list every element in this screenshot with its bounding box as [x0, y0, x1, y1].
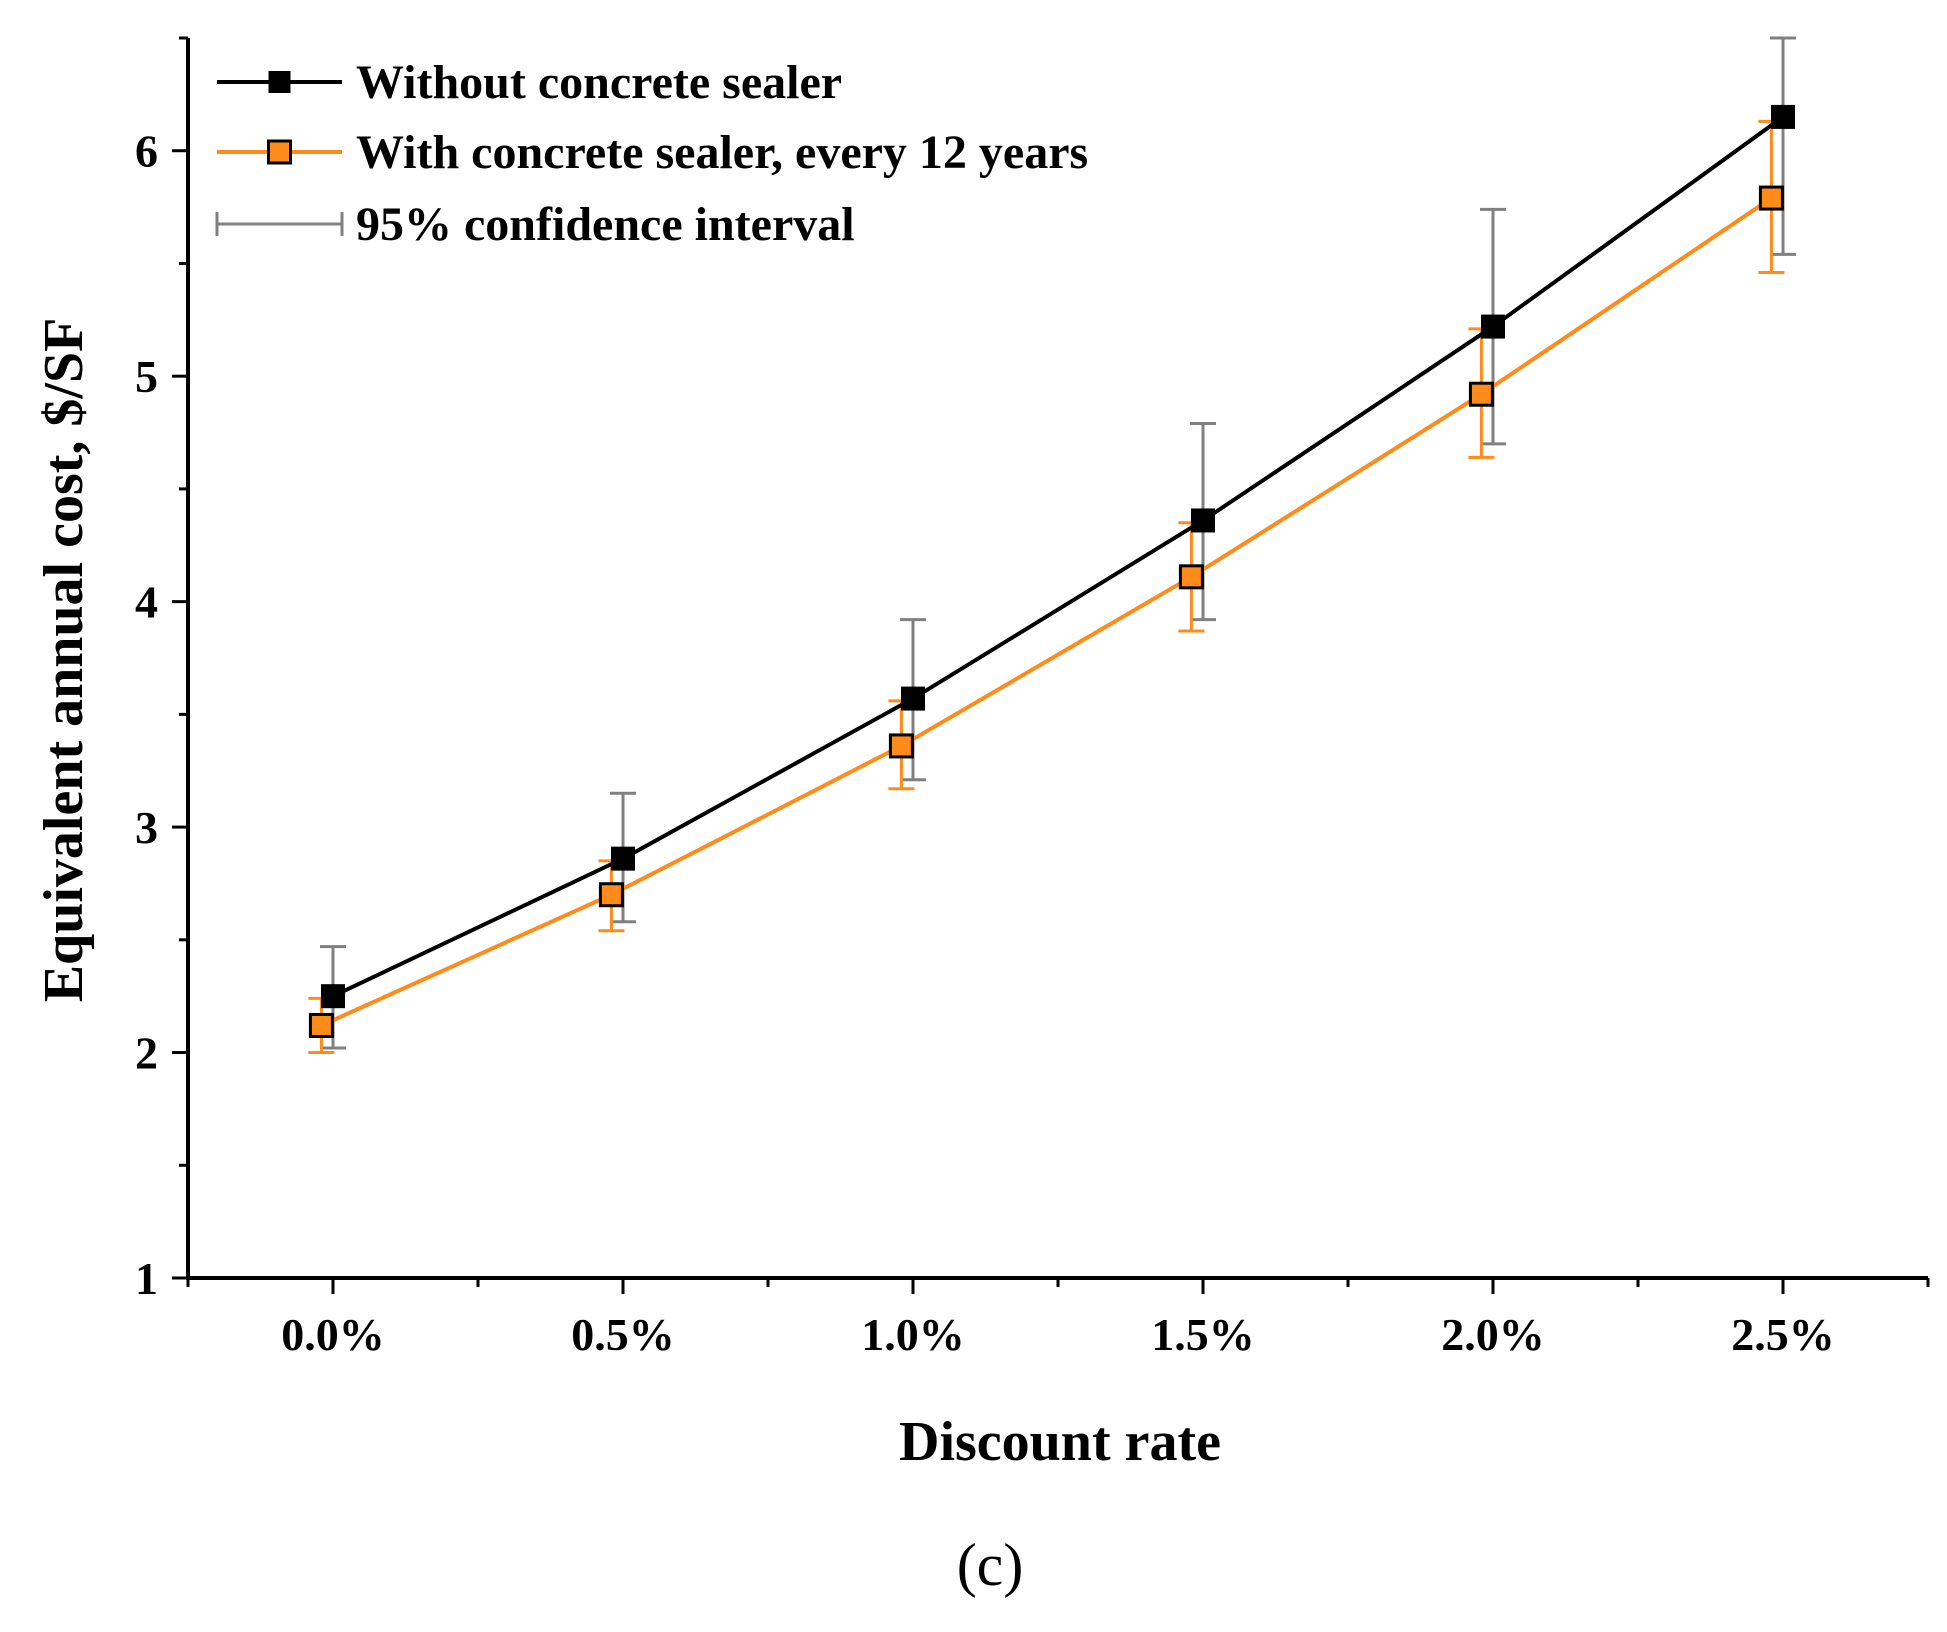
- legend-label-ci: 95% confidence interval: [356, 198, 855, 251]
- y-tick-label: 5: [135, 351, 158, 402]
- data-point-marker: [888, 733, 914, 759]
- data-point-marker: [901, 686, 925, 711]
- data-point-marker: [1178, 564, 1204, 590]
- data-point-marker: [611, 846, 635, 871]
- x-tick-label: 0.5%: [571, 1309, 675, 1360]
- y-tick-label: 1: [135, 1253, 158, 1304]
- x-tick-label: 1.5%: [1151, 1309, 1255, 1360]
- x-tick-label: 2.5%: [1731, 1309, 1835, 1360]
- x-axis-title: Discount rate: [899, 1411, 1221, 1473]
- panel-label: (c): [957, 1532, 1024, 1598]
- series-lines: [320, 115, 1785, 1028]
- series-line: [320, 196, 1773, 1028]
- series-markers: [308, 104, 1795, 1038]
- data-point-marker: [598, 882, 624, 908]
- x-tick-label: 2.0%: [1441, 1309, 1545, 1360]
- legend-marker: [268, 71, 291, 93]
- y-tick-label: 3: [135, 802, 158, 853]
- legend-label: With concrete sealer, every 12 years: [356, 126, 1088, 179]
- y-tick-label: 6: [135, 126, 158, 177]
- legend-label: Without concrete sealer: [356, 56, 842, 109]
- legend-marker: [267, 139, 292, 165]
- series-line: [332, 115, 1785, 998]
- data-point-marker: [308, 1012, 334, 1038]
- data-point-marker: [1771, 104, 1795, 129]
- x-tick-label: 0.0%: [281, 1309, 385, 1360]
- data-point-marker: [1758, 185, 1784, 211]
- data-point-marker: [321, 984, 345, 1009]
- legend: Without concrete sealer With concrete sea…: [215, 56, 1088, 251]
- data-point-marker: [1191, 508, 1215, 533]
- y-tick-label: 4: [135, 577, 158, 628]
- data-point-marker: [1468, 381, 1494, 407]
- y-axis-title: Equivalent annual cost, $/SF: [33, 318, 95, 1003]
- axes: 1 2 3 4 5 6 0.0% 0.5% 1.0% 1.5% 2.0% 2.5%: [135, 36, 1930, 1360]
- x-tick-label: 1.0%: [861, 1309, 965, 1360]
- data-point-marker: [1481, 314, 1505, 339]
- y-tick-label: 2: [135, 1028, 158, 1079]
